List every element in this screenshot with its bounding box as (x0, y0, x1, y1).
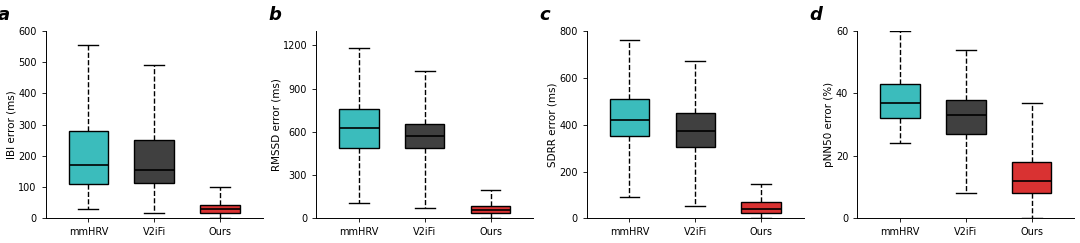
Y-axis label: SDRR error (ms): SDRR error (ms) (548, 82, 557, 167)
PathPatch shape (741, 202, 781, 213)
Y-axis label: IBI error (ms): IBI error (ms) (6, 90, 16, 159)
Text: c: c (539, 6, 550, 24)
PathPatch shape (200, 205, 240, 213)
PathPatch shape (946, 100, 986, 134)
PathPatch shape (69, 131, 108, 184)
Text: d: d (810, 6, 822, 24)
PathPatch shape (676, 113, 715, 147)
PathPatch shape (134, 140, 174, 182)
Y-axis label: RMSSD error (ms): RMSSD error (ms) (271, 78, 281, 171)
PathPatch shape (339, 109, 379, 148)
PathPatch shape (405, 124, 445, 148)
PathPatch shape (880, 84, 920, 119)
Text: b: b (268, 6, 281, 24)
PathPatch shape (471, 206, 510, 213)
PathPatch shape (610, 99, 649, 136)
PathPatch shape (1012, 162, 1052, 193)
Y-axis label: pNN50 error (%): pNN50 error (%) (824, 82, 835, 167)
Text: a: a (0, 6, 10, 24)
